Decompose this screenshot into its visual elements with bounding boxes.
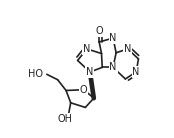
Text: N: N (132, 67, 140, 77)
Text: HO: HO (28, 69, 43, 79)
Text: N: N (83, 44, 90, 54)
Text: O: O (95, 26, 103, 36)
Text: O: O (80, 85, 88, 95)
Text: N: N (109, 62, 117, 72)
Text: N: N (109, 33, 117, 43)
Text: OH: OH (58, 114, 73, 124)
Text: N: N (86, 67, 94, 77)
Text: N: N (124, 44, 131, 54)
